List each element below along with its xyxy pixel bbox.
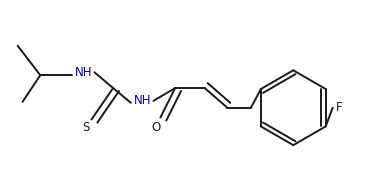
Text: S: S	[82, 121, 89, 134]
Text: F: F	[336, 101, 342, 114]
Text: NH: NH	[134, 94, 151, 107]
Text: O: O	[152, 121, 161, 134]
Text: NH: NH	[75, 66, 92, 79]
